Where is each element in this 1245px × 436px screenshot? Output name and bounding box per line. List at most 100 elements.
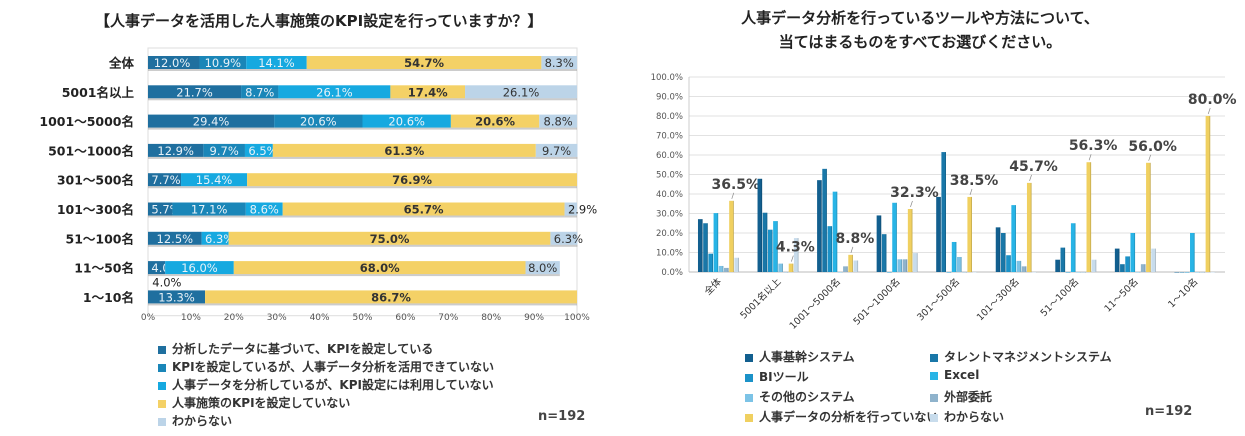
left-bar-segment [306,56,542,69]
right-bar-edge [857,260,859,272]
right-bar [1076,272,1081,273]
left-data-label: 7.7% [151,173,180,187]
right-leader-line [1207,107,1211,115]
right-bar [773,221,778,272]
left-data-label: 68.0% [360,261,400,275]
right-bar-edge [901,259,903,272]
left-data-label: 29.4% [193,115,230,129]
right-bar-edge [1064,247,1066,272]
left-bar-segment [539,114,577,128]
left-legend-item: 人事施策のKPIを設定していない [158,394,350,411]
right-bar [881,234,887,272]
left-bar-segment [228,231,551,245]
right-category-label: 5001名以上 [738,275,784,321]
left-bar-shadow [245,215,283,218]
right-bar-edge [1129,256,1130,272]
right-bar-edge [1204,272,1206,273]
left-legend-label: わからない [172,414,233,428]
right-bar [783,272,789,273]
right-y-tick-label: 60.0% [656,151,683,161]
right-category-label: 301～500名 [915,276,963,324]
right-bar [1190,233,1195,272]
right-bar-edge [766,212,768,272]
left-data-label: 2.9% [568,203,597,217]
left-bar-segment [148,290,206,304]
right-bar-edge [966,272,967,273]
right-leader-line [969,188,973,196]
right-bar-edge [776,221,778,272]
right-bar-edge [1118,248,1120,272]
right-bar-edge [797,238,799,272]
right-bar [1151,248,1156,272]
right-legend-item: 外部委託 [930,388,992,405]
right-bar [1070,223,1076,272]
left-legend-item: わからない [158,412,232,429]
right-legend-swatch [930,393,938,402]
left-bar-shadow [201,244,229,247]
left-x-tick-label: 60% [395,313,415,323]
left-n-label: n=192 [538,409,586,424]
right-bar-edge [826,168,827,272]
left-bar-shadow [450,127,540,130]
right-bar [1130,233,1136,272]
left-bar-shadow [272,156,536,159]
left-chart-svg: 全体 12.0% 10.9% 14.1% 54.7% 8.3% 5001名以上 21.7% 8.… [39,47,597,323]
right-bar [1081,272,1086,273]
right-bar-edge [1074,223,1076,272]
left-x-tick-label: 50% [352,313,372,323]
right-bar-edge [831,226,833,272]
right-bar-edge [911,209,913,272]
left-data-label: 8.8% [544,115,573,129]
right-legend-label: BIツール [759,370,809,384]
left-bar-segment [241,85,279,99]
right-bar-edge [1090,162,1092,272]
right-bar [936,196,941,272]
right-bar [1135,272,1141,273]
left-bar-segment [148,143,204,157]
right-bar [1091,259,1097,272]
right-bar [843,266,848,272]
right-bar-edge [976,272,978,273]
right-y-tick-label: 50.0% [656,171,683,181]
right-bar-edge [1079,272,1081,273]
right-bar-edge [1155,248,1156,272]
left-data-label: 9.7% [542,144,571,158]
right-bar-edge [896,202,897,272]
right-bar-edge [732,200,734,272]
left-bar-segment [564,202,577,216]
left-bar-shadow [172,215,246,218]
right-bar [757,178,763,272]
right-legend-label: わからない [944,410,1005,424]
left-x-tick-label: 90% [524,313,544,323]
right-category-label: 11～50名 [1102,276,1141,315]
left-data-label: 12.0% [154,56,191,70]
right-bar [778,263,783,272]
right-bar-edge [852,254,853,272]
right-leader-line [731,192,735,199]
right-bar-edge [1020,260,1022,272]
left-chart-panel: 【人事データを活用した人事施策のKPI設定を行っていますか？】 全体 12.0% 1… [0,0,610,436]
left-data-label: 86.7% [371,290,411,304]
left-bar-shadow [541,69,577,71]
right-bar [729,200,734,272]
left-x-tick-label: 80% [481,313,501,323]
right-highlight-label: 56.0% [1128,139,1177,155]
right-leader-line [791,255,794,262]
right-bar-edge [1059,259,1060,272]
left-data-label: 12.5% [157,232,194,246]
right-bar-edge [1134,233,1136,272]
left-bar-shadow [274,127,363,130]
left-data-label: 4.0% [152,276,181,290]
right-bar [1205,116,1211,272]
right-bar-edge [841,272,843,273]
left-legend-swatch [158,399,166,408]
left-bar-shadow [233,274,526,277]
right-n-label: n=192 [1145,404,1193,419]
right-bar-edge [1178,272,1180,273]
left-bar-shadow [148,98,242,101]
right-bar [913,253,918,272]
left-bar-shadow [246,69,307,71]
right-bar-edge [940,196,941,272]
left-category-label: 101～300名 [57,202,134,217]
left-data-label: 20.6% [388,115,425,129]
